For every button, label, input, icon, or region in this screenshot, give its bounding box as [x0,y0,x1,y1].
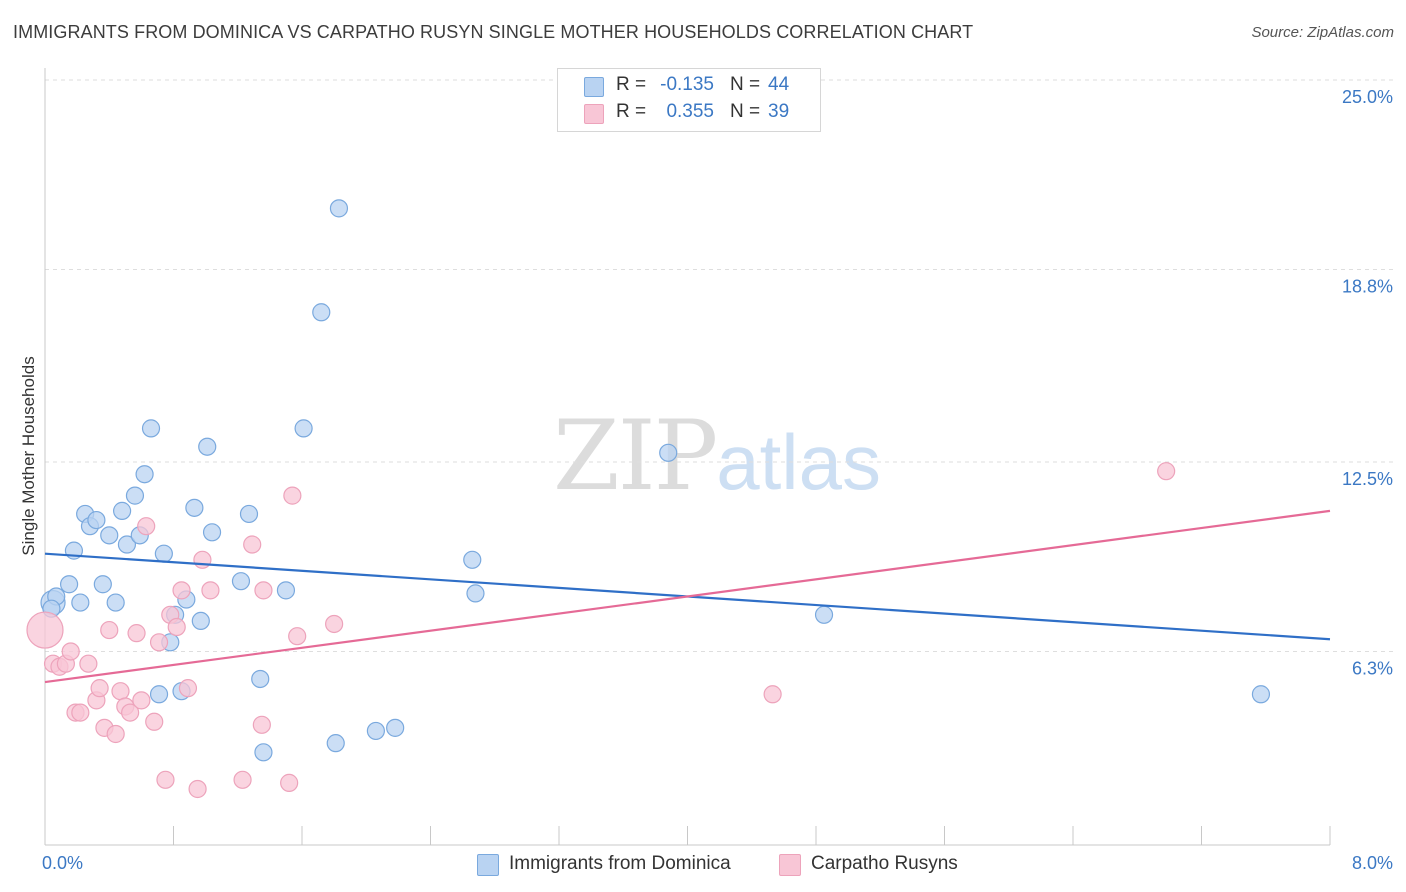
point-carpatho [79,654,98,673]
point-dominica [191,611,210,631]
point-dominica [154,544,173,563]
point-dominica [141,419,161,438]
point-dominica [659,443,678,462]
point-dominica [251,669,270,689]
data-points [26,199,1271,799]
correlation-legend: R = -0.135 N = 44 R = 0.355 N = 39 [557,68,821,132]
legend-swatch-carpatho [779,854,801,876]
point-dominica [463,550,482,569]
point-dominica [106,593,125,612]
watermark-zip: ZIP [553,400,718,512]
point-dominica [312,303,331,322]
point-carpatho [149,633,169,652]
point-dominica [149,685,169,704]
trend-lines [44,509,1331,684]
point-dominica [93,575,112,594]
point-dominica [202,523,222,542]
legend-swatch-dominica [477,854,499,876]
point-dominica [254,743,273,762]
point-carpatho [283,486,302,505]
point-dominica [198,437,217,456]
point-carpatho [1157,462,1176,481]
point-dominica [112,501,132,520]
point-dominica [117,535,137,554]
point-carpatho [763,685,782,704]
x-tick-label: 8.0% [1352,853,1393,873]
point-dominica [386,718,405,737]
point-carpatho [233,770,252,789]
y-tick-label: 6.3% [1352,658,1393,678]
legend-n-value: 44 [768,74,790,95]
point-carpatho [121,703,140,722]
point-carpatho [288,627,307,646]
point-dominica [125,486,145,505]
legend-swatch-dominica [584,77,604,97]
point-carpatho [71,703,90,722]
y-tick-label: 18.8% [1342,276,1393,296]
point-carpatho [167,617,186,637]
legend-n-value: 39 [768,101,790,122]
point-carpatho [156,770,175,789]
y-tick-label: 25.0% [1342,87,1393,107]
point-carpatho [137,517,156,536]
point-dominica [239,504,259,524]
legend-r-label: R = [616,74,647,95]
point-dominica [466,584,485,603]
point-dominica [329,199,349,218]
point-carpatho [193,550,212,569]
source-label: Source: ZipAtlas.com [1251,24,1394,41]
point-dominica [366,721,385,741]
point-dominica [185,498,204,517]
series-legend: Immigrants from Dominica Carpatho Rusyns [0,852,1406,878]
axis-labels: 25.0% 18.8% 12.5% 6.3% 0.0% 8.0% Single Mother… [19,87,1393,873]
point-carpatho [90,679,109,698]
legend-row-dominica: R = -0.135 N = 44 [558,73,820,101]
point-dominica [294,419,313,438]
axes [44,68,1331,846]
y-tick-label: 12.5% [1342,469,1393,489]
point-dominica [276,581,296,600]
point-carpatho [172,581,191,600]
gridlines [45,79,1393,652]
legend-r-label: R = [616,101,647,122]
point-carpatho [178,679,198,698]
legend-label-dominica: Immigrants from Dominica [509,853,731,874]
legend-n-label: N = [730,101,761,122]
point-carpatho [325,614,344,634]
legend-n-label: N = [730,74,761,95]
y-axis-title: Single Mother Households [19,356,38,555]
trend-line-carpatho [44,509,1331,684]
point-carpatho [145,712,164,731]
legend-label-carpatho: Carpatho Rusyns [811,853,958,874]
point-dominica [71,593,90,612]
point-carpatho [243,535,262,554]
point-carpatho [127,624,146,643]
legend-swatch-carpatho [584,104,604,124]
point-carpatho [100,620,119,640]
point-carpatho [280,773,299,792]
legend-row-carpatho: R = 0.355 N = 39 [558,100,820,128]
point-dominica [1251,685,1271,704]
point-carpatho [106,724,125,744]
point-dominica [100,526,119,545]
chart-title: IMMIGRANTS FROM DOMINICA VS CARPATHO RUS… [13,22,974,42]
point-dominica [326,734,345,753]
point-carpatho [61,642,80,661]
x-tick-label: 0.0% [42,853,83,873]
point-dominica [135,465,154,484]
point-carpatho [132,691,151,710]
point-carpatho [111,682,130,701]
point-dominica [87,510,106,530]
point-carpatho [26,611,64,649]
legend-r-value: -0.135 [660,74,714,95]
point-carpatho [252,715,271,734]
legend-r-value: 0.355 [666,101,714,122]
point-carpatho [201,581,220,600]
point-dominica [231,572,251,591]
point-carpatho [254,581,273,600]
point-dominica [59,575,79,594]
point-dominica [814,605,834,624]
point-carpatho [188,779,207,799]
